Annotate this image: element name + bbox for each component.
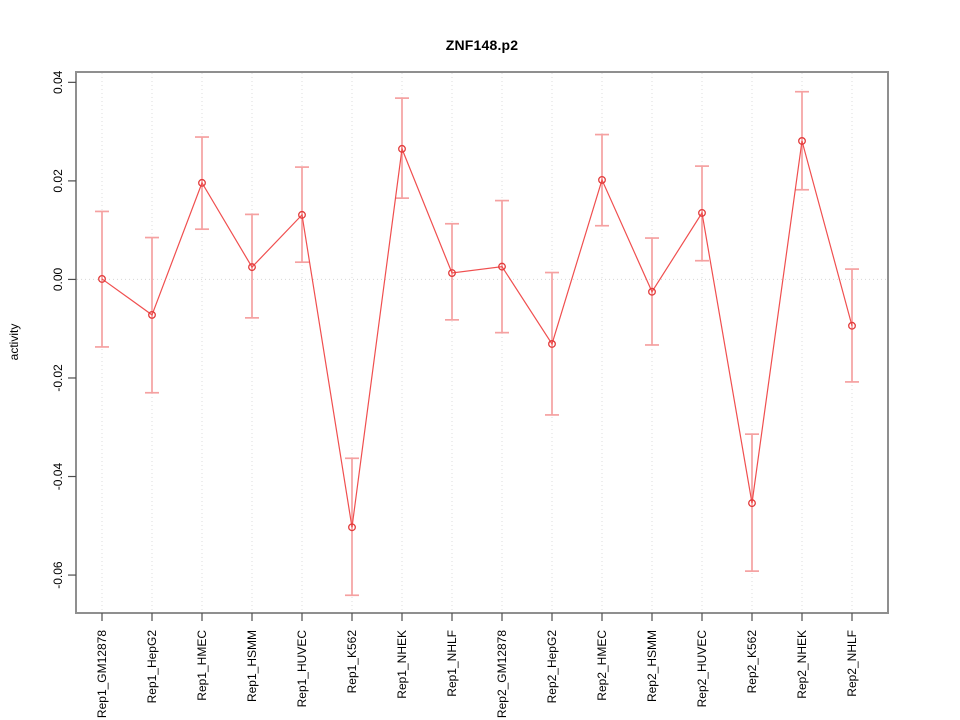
x-tick-label: Rep2_K562 — [745, 630, 759, 694]
x-tick-label: Rep1_NHEK — [395, 630, 409, 699]
data-point — [98, 274, 106, 283]
series-line — [101, 140, 853, 528]
data-point — [148, 310, 156, 319]
x-tick-label: Rep1_NHLF — [445, 630, 459, 697]
plot-border — [75, 71, 889, 614]
x-tick-label: Rep2_NHLF — [845, 630, 859, 697]
y-tick-label: 0.02 — [51, 169, 65, 193]
data-point — [398, 144, 406, 153]
y-tick-label: -0.02 — [51, 364, 65, 392]
data-point — [648, 287, 656, 296]
x-tick-label: Rep1_K562 — [345, 630, 359, 694]
data-point — [848, 321, 856, 330]
data-point — [498, 262, 506, 271]
x-tick-label: Rep2_GM12878 — [495, 630, 509, 718]
data-point — [698, 208, 706, 217]
y-tick-label: 0.04 — [51, 70, 65, 94]
data-point — [248, 263, 256, 272]
data-point — [748, 499, 756, 508]
x-tick-label: Rep2_HMEC — [595, 630, 609, 701]
chart-title: ZNF148.p2 — [445, 37, 519, 53]
y-tick-label: 0.00 — [51, 267, 65, 291]
x-tick-label: Rep1_HepG2 — [145, 630, 159, 704]
x-tick-label: Rep1_HUVEC — [295, 630, 309, 708]
data-point — [598, 175, 606, 184]
x-tick-label: Rep2_HepG2 — [545, 630, 559, 704]
data-point — [198, 178, 206, 187]
data-point — [298, 210, 306, 219]
y-tick-label: -0.06 — [51, 561, 65, 589]
x-tick-label: Rep1_HMEC — [195, 630, 209, 701]
x-tick-label: Rep1_HSMM — [245, 630, 259, 702]
x-tick-label: Rep1_GM12878 — [95, 630, 109, 718]
data-point — [548, 340, 556, 348]
x-tick-label: Rep2_NHEK — [795, 630, 809, 699]
data-point — [448, 269, 456, 277]
y-tick-label: -0.04 — [51, 463, 65, 491]
x-tick-label: Rep2_HSMM — [645, 630, 659, 702]
data-point — [348, 523, 356, 532]
data-point — [798, 137, 806, 145]
x-tick-label: Rep2_HUVEC — [695, 630, 709, 708]
